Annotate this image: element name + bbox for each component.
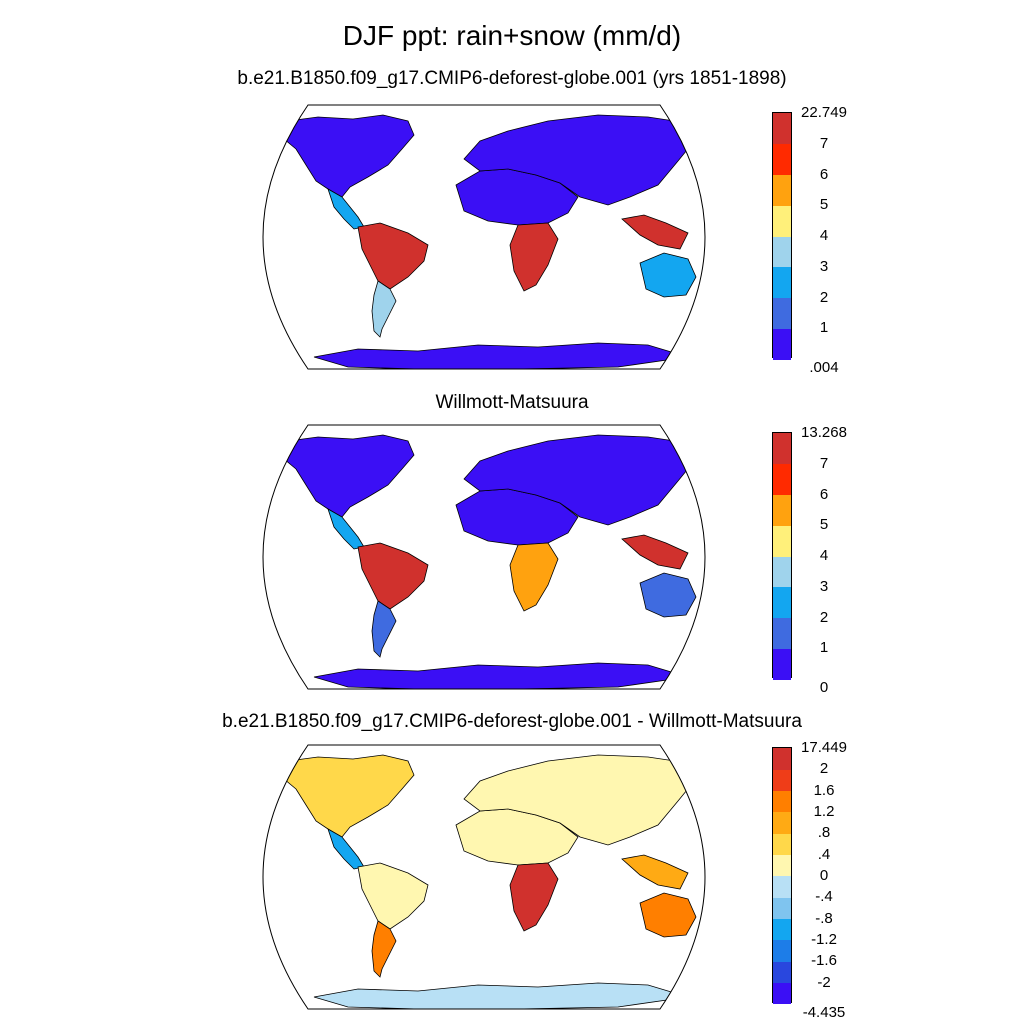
colorbar-segment [773,433,791,465]
region-central-america [327,188,365,230]
colorbar-label: 5 [819,196,829,214]
colorbar-segment [773,266,791,298]
colorbar-label: 22.749 [801,104,847,121]
region-southern-africa [509,222,559,292]
panel-1-map [262,104,706,370]
region-central-america [327,508,365,550]
colorbar-label: .004 [809,359,839,376]
colorbar-box [772,112,792,360]
region-southern-africa [509,862,559,932]
colorbar-label: -1.2 [811,931,837,948]
globe-outline [262,104,706,370]
colorbar-segment [773,876,791,898]
region-north-america [272,434,415,518]
colorbar-segment [773,769,791,792]
colorbar-label: 2 [819,288,829,306]
colorbar-segment [773,961,791,984]
colorbar-segment [773,940,791,962]
panel-2-map [262,424,706,690]
colorbar-label: 7 [819,134,829,152]
colorbar-label: 2 [819,760,829,778]
region-antarctica [313,342,689,369]
colorbar-segment [773,174,791,206]
region-southern-south-america [371,920,397,978]
region-central-america [327,828,365,870]
colorbar-segment [773,328,791,360]
region-maritime-continent [621,214,689,250]
colorbar-segment [773,586,791,618]
colorbar-segment [773,297,791,329]
region-eurasia [463,114,697,206]
colorbar-segment [773,833,791,856]
colorbar-label: 3 [819,577,829,595]
colorbar-segment [773,897,791,920]
colorbar-label: 2 [819,608,829,626]
panel-3-map [262,744,706,1010]
colorbar-segment [773,463,791,495]
region-antarctica [313,982,689,1009]
colorbar-label: -2 [817,973,831,991]
colorbar-label: 17.449 [801,739,847,756]
figure-title: DJF ppt: rain+snow (mm/d) [342,20,682,51]
region-australia [639,572,697,618]
globe-outline [262,744,706,1010]
colorbar-label: -.4 [815,888,833,906]
colorbar-segment [773,790,791,813]
panel-3-title: b.e21.B1850.f09_g17.CMIP6-deforest-globe… [222,711,802,732]
colorbar-segment [773,812,791,834]
panel-1-title: b.e21.B1850.f09_g17.CMIP6-deforest-globe… [237,68,787,89]
colorbar-label: 4 [819,227,829,244]
colorbar-segment [773,556,791,588]
colorbar-label: 0 [819,867,829,884]
region-north-america [272,114,415,198]
region-southern-africa [509,542,559,612]
colorbar-label: 3 [819,257,829,275]
colorbar-label: 1.2 [813,803,835,820]
region-amazon [357,542,429,610]
region-australia [639,252,697,298]
colorbar-label: -4.435 [802,1004,846,1021]
region-antarctica [313,662,689,689]
colorbar-label: 6 [819,165,829,183]
colorbar-label: 1.6 [813,781,835,799]
region-eurasia [463,754,697,846]
colorbar-label: .8 [817,824,831,842]
colorbar-segment [773,205,791,237]
colorbar-segment [773,748,791,770]
colorbar-segment [773,982,791,1005]
colorbar-segment [773,918,791,941]
region-north-america [272,754,415,838]
colorbar-segment [773,854,791,877]
colorbar-box [772,432,792,680]
colorbar-label: -.8 [815,909,833,927]
colorbar-label: 6 [819,485,829,503]
colorbar-label: -1.6 [811,952,837,970]
region-amazon [357,862,429,930]
region-southern-south-america [371,280,397,338]
colorbar-segment [773,525,791,557]
colorbar-label: 0 [819,679,829,696]
region-eurasia [463,434,697,526]
colorbar-label: 1 [819,319,829,337]
region-maritime-continent [621,534,689,570]
region-maritime-continent [621,854,689,890]
colorbar-label: 13.268 [801,424,847,441]
region-amazon [357,222,429,290]
region-southern-south-america [371,600,397,658]
colorbar-label: 5 [819,516,829,534]
colorbar-box [772,747,792,1005]
globe-outline [262,424,706,690]
colorbar-label: 7 [819,454,829,472]
region-australia [639,892,697,938]
colorbar-segment [773,113,791,145]
colorbar-segment [773,143,791,175]
colorbar-segment [773,648,791,680]
colorbar-label: .4 [817,845,831,863]
colorbar-segment [773,617,791,649]
panel-2-title: Willmott-Matsuura [435,392,589,413]
colorbar-segment [773,494,791,526]
colorbar-label: 1 [819,639,829,657]
colorbar-segment [773,236,791,268]
colorbar-label: 4 [819,547,829,564]
